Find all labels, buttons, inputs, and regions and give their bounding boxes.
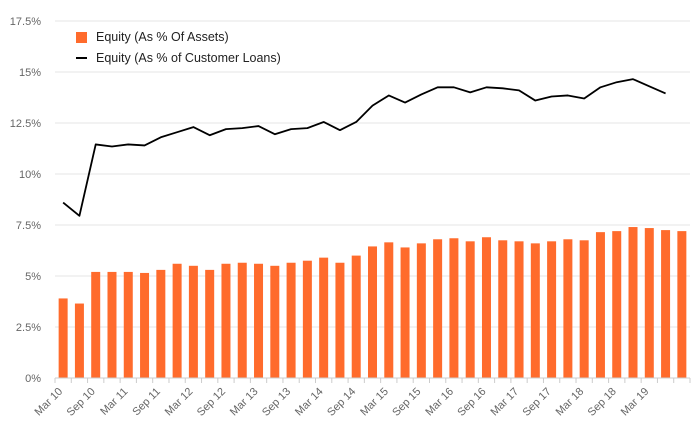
y-tick-label: 0% bbox=[25, 373, 41, 385]
x-tick-label: Mar 17 bbox=[488, 386, 521, 419]
y-tick-label: 2.5% bbox=[16, 322, 41, 334]
bar[interactable] bbox=[530, 243, 540, 378]
x-tick-label: Mar 12 bbox=[163, 386, 196, 419]
bar[interactable] bbox=[302, 260, 312, 378]
x-axis-ticks: Mar 10 Sep 10 Mar 11 Sep 11 Mar 12 Sep 12 Mar … bbox=[33, 386, 652, 419]
bar[interactable] bbox=[335, 262, 345, 378]
bar[interactable] bbox=[579, 240, 589, 378]
x-tick-label: Mar 15 bbox=[358, 386, 391, 419]
bar[interactable] bbox=[612, 231, 622, 378]
bar[interactable] bbox=[595, 232, 605, 378]
bar[interactable] bbox=[58, 298, 68, 378]
y-tick-label: 5% bbox=[25, 271, 41, 283]
x-tick-label: Sep 14 bbox=[325, 386, 358, 419]
x-tick-label: Mar 10 bbox=[33, 386, 66, 419]
bar[interactable] bbox=[628, 227, 638, 378]
x-tick-label: Sep 11 bbox=[130, 386, 163, 419]
bar[interactable] bbox=[449, 238, 459, 378]
bar[interactable] bbox=[156, 269, 166, 378]
x-axis bbox=[54, 377, 691, 383]
bar[interactable] bbox=[319, 257, 329, 378]
x-tick-label: Sep 13 bbox=[260, 386, 293, 419]
bar[interactable] bbox=[481, 237, 491, 378]
bar[interactable] bbox=[74, 303, 84, 378]
bar[interactable] bbox=[205, 269, 215, 378]
bar[interactable] bbox=[254, 263, 264, 378]
x-tick-label: Mar 19 bbox=[619, 386, 652, 419]
y-tick-label: 17.5% bbox=[10, 16, 41, 28]
x-tick-label: Sep 18 bbox=[586, 386, 619, 419]
x-tick-label: Mar 16 bbox=[423, 386, 456, 419]
bar[interactable] bbox=[433, 239, 443, 378]
line-series bbox=[62, 78, 666, 217]
y-tick-label: 15% bbox=[19, 67, 41, 79]
bar[interactable] bbox=[221, 263, 231, 378]
x-tick-label: Mar 11 bbox=[98, 386, 130, 418]
x-tick-label: Sep 12 bbox=[195, 386, 228, 419]
bar[interactable] bbox=[661, 230, 671, 378]
bar[interactable] bbox=[563, 239, 573, 378]
bar[interactable] bbox=[188, 265, 198, 378]
legend-swatch-line bbox=[76, 57, 87, 59]
legend: Equity (As % Of Assets) Equity (As % of … bbox=[76, 27, 281, 69]
bar[interactable] bbox=[368, 246, 377, 378]
x-tick-label: Sep 15 bbox=[390, 386, 423, 419]
y-axis-ticks: 0% 2.5% 5% 7.5% 10% 12.5% 15% 17.5% bbox=[10, 16, 41, 385]
x-tick-label: Sep 17 bbox=[521, 386, 554, 419]
x-tick-label: Sep 10 bbox=[65, 386, 98, 419]
bar[interactable] bbox=[91, 271, 101, 378]
bar[interactable] bbox=[237, 262, 247, 378]
bar[interactable] bbox=[644, 228, 654, 378]
legend-swatch-bar bbox=[76, 31, 87, 43]
bar[interactable] bbox=[286, 262, 296, 378]
x-tick-label: Mar 18 bbox=[554, 386, 587, 419]
line-series-path[interactable] bbox=[62, 78, 666, 217]
bar[interactable] bbox=[172, 263, 182, 378]
bar[interactable] bbox=[465, 241, 475, 378]
y-tick-label: 10% bbox=[19, 169, 41, 181]
bar-series bbox=[58, 227, 687, 378]
bar[interactable] bbox=[416, 243, 426, 378]
bar[interactable] bbox=[384, 242, 394, 378]
bar[interactable] bbox=[140, 272, 150, 378]
bar[interactable] bbox=[107, 271, 117, 378]
x-tick-label: Mar 14 bbox=[293, 386, 326, 419]
bar[interactable] bbox=[498, 240, 508, 378]
x-tick-label: Sep 16 bbox=[455, 386, 488, 419]
legend-label-assets: Equity (As % Of Assets) bbox=[96, 30, 229, 44]
x-tick-label: Mar 13 bbox=[228, 386, 261, 419]
bar[interactable] bbox=[123, 271, 133, 378]
legend-label-loans: Equity (As % of Customer Loans) bbox=[96, 51, 281, 65]
bar[interactable] bbox=[677, 231, 687, 378]
bar[interactable] bbox=[351, 255, 361, 378]
bar[interactable] bbox=[400, 247, 410, 378]
y-tick-label: 12.5% bbox=[10, 118, 41, 130]
bar[interactable] bbox=[270, 265, 280, 378]
legend-item-loans[interactable]: Equity (As % of Customer Loans) bbox=[76, 48, 281, 68]
legend-item-assets[interactable]: Equity (As % Of Assets) bbox=[76, 27, 281, 47]
bar[interactable] bbox=[514, 241, 524, 378]
y-tick-label: 7.5% bbox=[16, 220, 41, 232]
bar[interactable] bbox=[547, 241, 557, 378]
